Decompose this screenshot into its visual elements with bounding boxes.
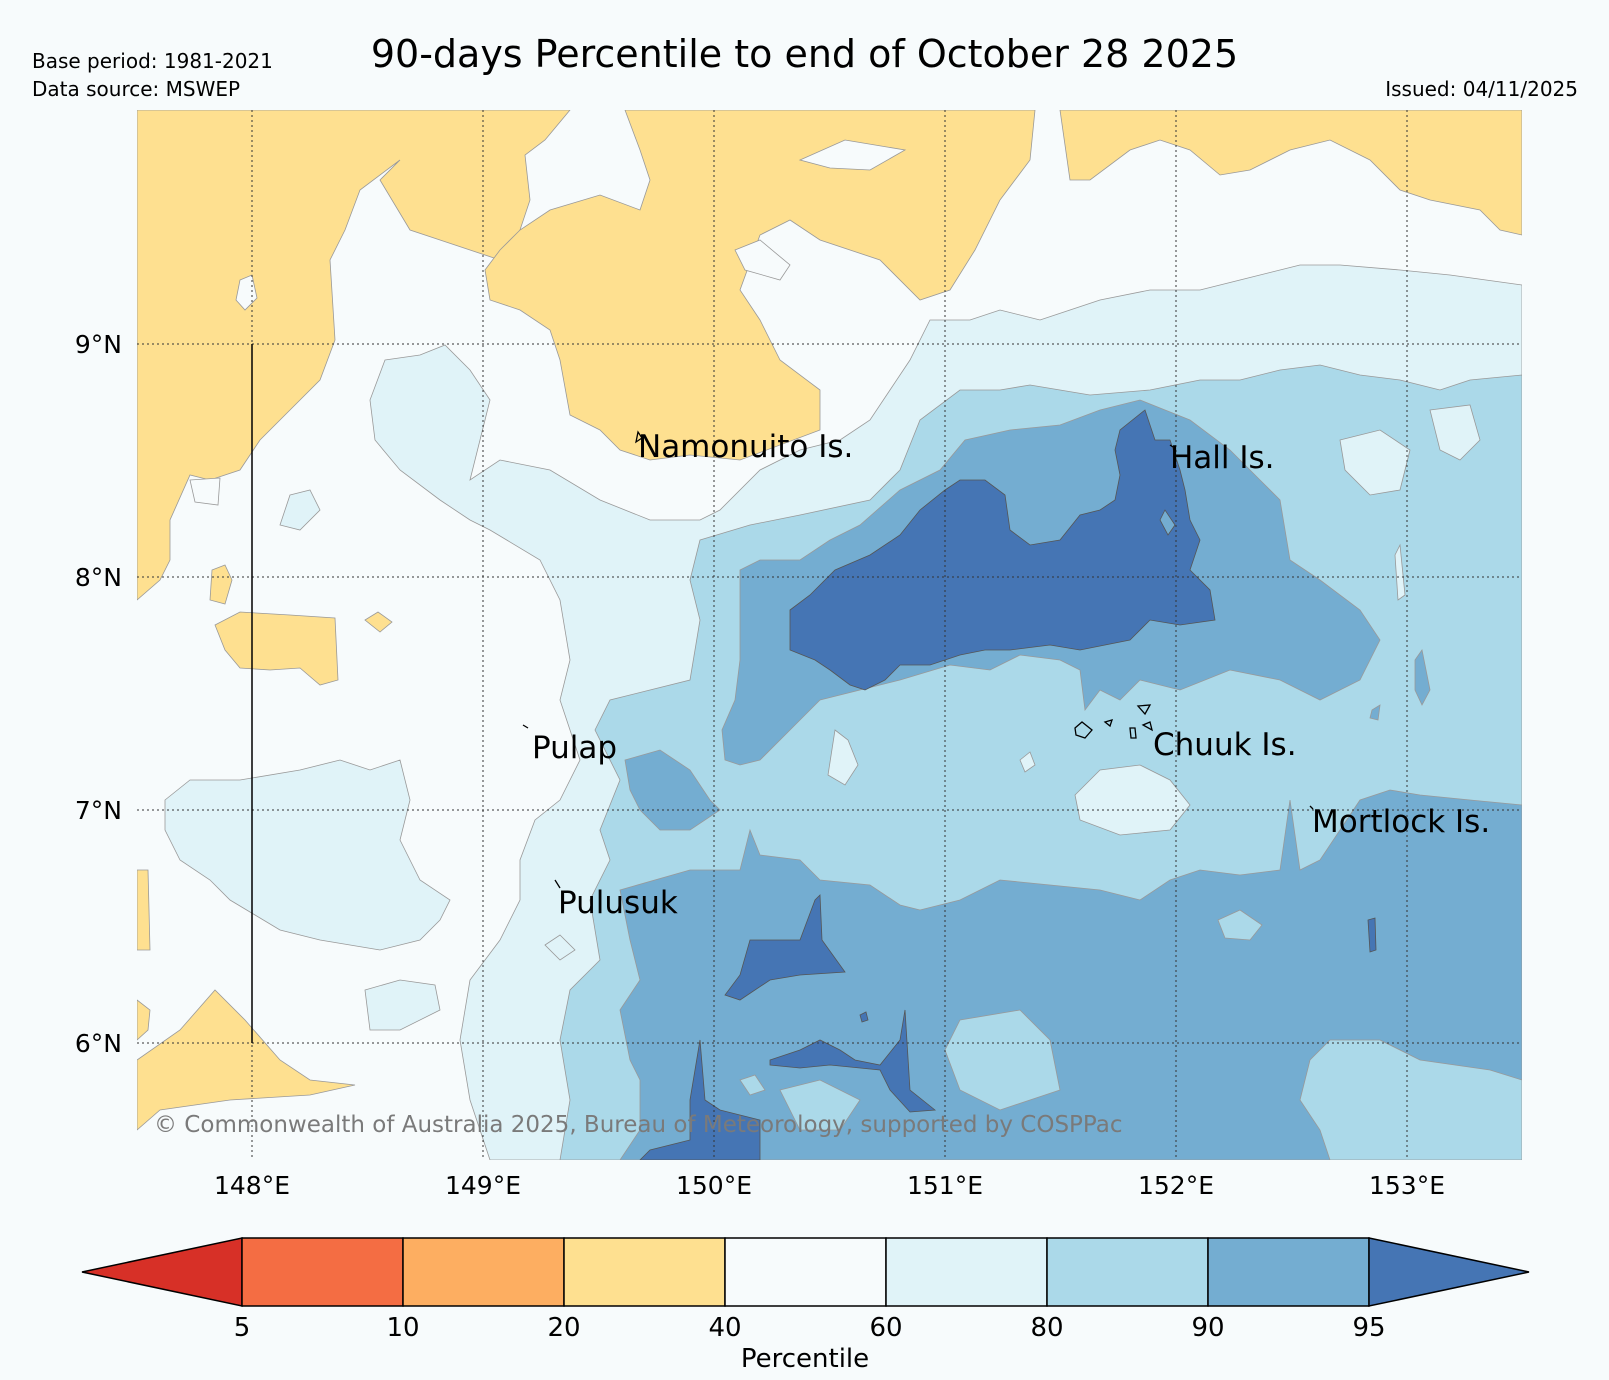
colorbar-tick-90: 90 [1191,1313,1224,1343]
place-label-pulap: Pulap [532,730,617,766]
copyright-notice: © Commonwealth of Australia 2025, Bureau… [154,1112,1123,1138]
colorbar-legend: 5 10 20 40 60 80 90 95 Percentile [81,1237,1530,1374]
colorbar-extend-low [81,1237,243,1307]
colorbar-bin-60-80 [885,1237,1048,1307]
lon-label-149e: 149°E [445,1171,521,1200]
colorbar-tick-80: 80 [1030,1313,1063,1343]
lon-label-150e: 150°E [676,1171,752,1200]
place-label-hall: Hall Is. [1170,440,1275,476]
contour-90-95-hole-north [1159,509,1176,536]
colorbar-tick-60: 60 [869,1313,902,1343]
island-outlines [522,430,1314,889]
colorbar-bin-90-95 [1207,1237,1370,1307]
colorbar-tick-10: 10 [386,1313,419,1343]
graticule [137,110,1522,1160]
colorbar-tick-40: 40 [708,1313,741,1343]
lat-label-7n: 7°N [75,796,122,825]
colorbar-extend-high [1368,1237,1530,1307]
base-period-text: Base period: 1981-2021 [32,49,273,73]
map-title: 90-days Percentile to end of October 28 … [370,32,1239,76]
colorbar-bin-40-60 [724,1237,887,1307]
lon-label-153e: 153°E [1369,1171,1445,1200]
lon-label-152e: 152°E [1138,1171,1214,1200]
contour-above-95-percentile [639,409,1377,1160]
place-label-namonuito: Namonuito Is. [638,429,853,465]
colorbar-title: Percentile [741,1344,869,1374]
colorbar-bin-5-10 [241,1237,404,1307]
lat-label-9n: 9°N [75,330,122,359]
contour-40-60-holes [189,139,907,506]
place-labels: Namonuito Is. Hall Is. Pulap Chuuk Is. M… [532,429,1490,921]
colorbar-tick-20: 20 [547,1313,580,1343]
place-label-mortlock: Mortlock Is. [1312,804,1490,840]
contour-field: Namonuito Is. Hall Is. Pulap Chuuk Is. M… [137,110,1522,1160]
lat-label-8n: 8°N [75,563,122,592]
lon-label-151e: 151°E [907,1171,983,1200]
colorbar-tick-5: 5 [234,1313,251,1343]
colorbar-bin-10-20 [402,1237,565,1307]
colorbar-tick-95: 95 [1352,1313,1385,1343]
data-source-text: Data source: MSWEP [32,77,241,101]
latitude-labels: 9°N 8°N 7°N 6°N [75,330,122,1058]
issued-date-text: Issued: 04/11/2025 [1385,77,1578,101]
colorbar-bin-20-40 [563,1237,726,1307]
lon-label-148e: 148°E [214,1171,290,1200]
contour-80-90-holes [739,909,1263,1131]
lat-label-6n: 6°N [75,1029,122,1058]
place-label-pulusuk: Pulusuk [558,885,678,921]
place-label-chuuk: Chuuk Is. [1153,727,1297,763]
longitude-labels: 148°E 149°E 150°E 151°E 152°E 153°E [214,1171,1445,1200]
colorbar-bin-80-90 [1046,1237,1209,1307]
